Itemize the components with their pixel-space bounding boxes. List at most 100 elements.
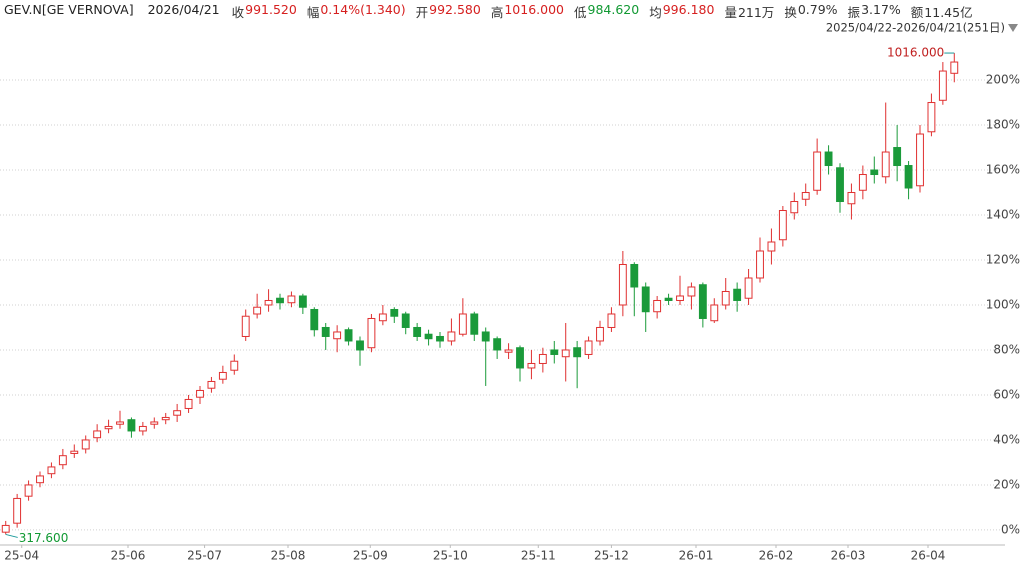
candle-body	[344, 329, 353, 342]
x-tick-label: 25-09	[353, 549, 388, 563]
quote-header: GEV.N[GE VERNOVA] 2026/04/21 收 991.520 幅 0.…	[4, 2, 983, 21]
x-tick-label: 26-04	[911, 549, 946, 563]
y-tick-label: 160%	[986, 163, 1020, 177]
field-label: 高	[490, 5, 504, 20]
field-label: 额	[910, 5, 924, 20]
candle-body	[733, 288, 742, 301]
field-value: 1016.000	[504, 2, 564, 17]
candle-body	[310, 308, 319, 331]
candle-body	[13, 497, 22, 524]
candle-body	[813, 151, 822, 191]
candle-body	[24, 484, 33, 497]
candle-body	[127, 419, 136, 432]
candle-body	[744, 277, 753, 299]
date: 2026/04/21	[147, 2, 220, 17]
y-tick-label: 180%	[986, 118, 1020, 132]
candle-body	[698, 284, 707, 319]
candle-body	[893, 147, 902, 167]
candle-body	[493, 338, 502, 351]
x-tick-label: 25-08	[271, 549, 306, 563]
candle-body	[721, 290, 730, 306]
field-value: 996.180	[662, 2, 715, 17]
candle-body	[47, 466, 56, 475]
candle-body	[70, 450, 79, 454]
candle-body	[196, 389, 204, 398]
candle-body	[927, 102, 936, 133]
field-label: 收	[231, 5, 245, 20]
candle-body	[264, 299, 273, 306]
candle-body	[653, 299, 662, 313]
candle-body	[436, 335, 444, 342]
candle-body	[241, 315, 250, 337]
candle-body	[847, 192, 856, 205]
candle-body	[173, 410, 182, 416]
field-value: 11.45亿	[924, 5, 973, 20]
candle-body	[504, 349, 513, 353]
candle-body	[870, 169, 879, 176]
candle-body	[253, 306, 262, 315]
range-label: 2025/04/22-2026/04/21(251日)	[826, 21, 1005, 35]
candle-body	[596, 326, 604, 342]
candle-body	[287, 295, 296, 304]
candle-body	[881, 151, 890, 178]
candle-body	[630, 263, 639, 288]
candle-body	[607, 313, 616, 328]
candle-body	[230, 360, 239, 371]
candle-body	[424, 333, 433, 340]
candle-body	[218, 371, 227, 380]
candle-body	[676, 295, 684, 301]
field-label: 均	[649, 5, 662, 20]
candle-body	[321, 326, 330, 337]
x-tick-label: 25-11	[521, 549, 556, 563]
y-tick-label: 140%	[986, 208, 1020, 222]
y-tick-label: 0%	[1001, 522, 1020, 536]
candle-body	[573, 347, 582, 358]
candle-body	[584, 340, 593, 355]
field-label: 幅	[306, 5, 320, 20]
candle-body	[904, 165, 913, 189]
x-tick-label: 25-06	[111, 549, 146, 563]
field-value: 992.580	[429, 2, 481, 17]
candle-body	[138, 425, 147, 432]
symbol: GEV.N[GE VERNOVA]	[4, 2, 134, 17]
candle-body	[767, 241, 776, 252]
min-label: 317.600	[19, 531, 69, 545]
candle-body	[276, 297, 284, 304]
candle-body	[516, 347, 524, 369]
y-tick-label: 80%	[993, 342, 1020, 356]
candle-body	[458, 313, 467, 335]
field-value: 984.620	[587, 2, 640, 17]
y-tick-label: 120%	[986, 252, 1020, 266]
x-tick-label: 26-01	[679, 549, 714, 563]
candle-body	[790, 201, 799, 214]
candle-body	[550, 349, 559, 355]
candle-body	[641, 286, 650, 313]
candle-body	[538, 353, 547, 364]
candle-body	[618, 263, 627, 306]
candle-body	[950, 61, 959, 74]
candle-body	[207, 380, 216, 389]
candle-body	[836, 167, 844, 203]
field-value: 211万	[737, 5, 775, 20]
candle-body	[333, 331, 342, 340]
field-label: 换	[784, 5, 797, 20]
candle-body	[687, 286, 696, 297]
field-label: 振	[847, 5, 861, 20]
candle-body	[916, 133, 924, 187]
candle-body	[413, 326, 422, 337]
min-leader	[5, 533, 18, 538]
field-value: 991.520	[245, 2, 297, 17]
candle-body	[116, 421, 124, 425]
max-label: 1016.000	[887, 46, 944, 60]
candle-body	[81, 439, 90, 450]
x-tick-label: 25-04	[4, 549, 39, 563]
candle-body	[298, 295, 307, 308]
field-label: 开	[415, 5, 429, 20]
y-tick-label: 40%	[993, 432, 1020, 446]
candle-body	[527, 362, 536, 369]
candle-body	[184, 398, 193, 409]
range-dropdown[interactable]	[1008, 24, 1018, 32]
candle-body	[561, 349, 570, 358]
